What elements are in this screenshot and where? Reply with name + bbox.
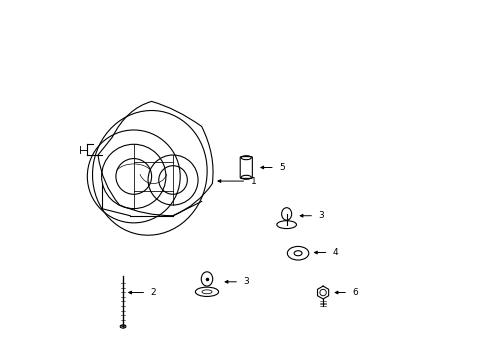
Text: 4: 4 (332, 248, 338, 257)
Text: 3: 3 (243, 277, 249, 286)
Text: 1: 1 (250, 176, 256, 185)
Text: 5: 5 (279, 163, 285, 172)
Text: 2: 2 (150, 288, 156, 297)
Text: 6: 6 (352, 288, 357, 297)
Text: 3: 3 (318, 211, 324, 220)
